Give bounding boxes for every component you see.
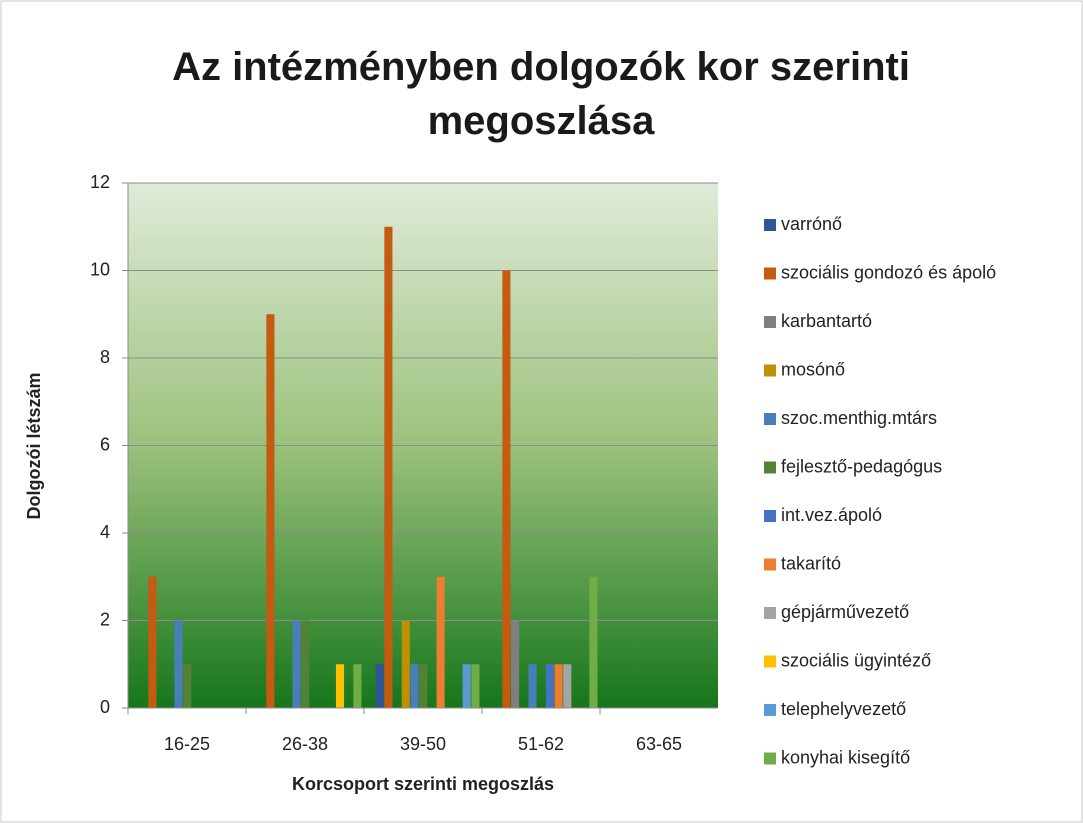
legend-swatch xyxy=(764,413,776,425)
legend-label: mosónő xyxy=(781,359,845,379)
bar xyxy=(563,664,572,708)
legend-label: int.vez.ápoló xyxy=(781,505,882,525)
y-tick-label: 12 xyxy=(90,172,110,192)
bar xyxy=(183,664,192,708)
legend-swatch xyxy=(764,461,776,474)
y-tick-label: 0 xyxy=(100,697,110,717)
legend-swatch xyxy=(764,704,776,716)
y-tick-label: 4 xyxy=(100,522,110,542)
bar xyxy=(401,620,410,708)
y-tick-label: 6 xyxy=(100,434,110,454)
x-tick-label: 63-65 xyxy=(636,734,682,754)
y-tick-label: 10 xyxy=(90,259,110,279)
legend-label: szociális ügyintéző xyxy=(781,650,931,670)
legend-swatch xyxy=(764,558,776,571)
legend-label: szociális gondozó és ápoló xyxy=(781,262,996,282)
bar xyxy=(554,664,563,708)
legend-swatch xyxy=(764,364,776,377)
y-tick-label: 2 xyxy=(100,609,110,629)
x-tick-label: 26-38 xyxy=(282,734,328,754)
bar xyxy=(266,314,275,708)
bar xyxy=(301,620,310,708)
x-tick-label: 51-62 xyxy=(518,734,564,754)
legend-swatch xyxy=(764,219,776,231)
y-tick-label: 8 xyxy=(100,347,110,367)
bar xyxy=(462,664,471,708)
bar xyxy=(174,620,183,708)
x-tick-label: 39-50 xyxy=(400,734,446,754)
legend-swatch xyxy=(764,267,776,280)
bar xyxy=(375,664,384,708)
bar xyxy=(292,620,301,708)
bar xyxy=(502,270,511,708)
bar xyxy=(353,664,362,708)
y-axis-label: Dolgozói létszám xyxy=(24,372,44,519)
legend-label: fejlesztő-pedagógus xyxy=(781,456,942,476)
x-tick-label: 16-25 xyxy=(164,734,210,754)
bar xyxy=(511,620,520,708)
legend-label: varrónő xyxy=(781,214,842,234)
bar xyxy=(545,664,554,708)
chart-title: Az intézményben dolgozók kor szerinti me… xyxy=(172,45,910,143)
legend-label: takarító xyxy=(781,553,841,573)
legend-label: telephelyvezető xyxy=(781,699,906,719)
bar xyxy=(436,576,445,708)
legend-label: konyhai kisegítő xyxy=(781,747,910,767)
x-axis-label: Korcsoport szerinti megoszlás xyxy=(292,774,554,794)
legend-swatch xyxy=(764,655,776,668)
bar xyxy=(589,576,598,708)
bar xyxy=(528,664,537,708)
bar xyxy=(410,664,419,708)
bar xyxy=(335,664,345,708)
legend-label: szoc.menthig.mtárs xyxy=(781,408,937,428)
bar xyxy=(148,576,157,708)
legend-label: karbantartó xyxy=(781,311,872,331)
legend-swatch xyxy=(764,510,776,522)
legend-swatch xyxy=(764,316,776,328)
bar xyxy=(419,664,428,708)
legend-label: gépjárművezető xyxy=(781,602,909,622)
legend-swatch xyxy=(764,752,776,765)
legend-swatch xyxy=(764,607,776,619)
bar xyxy=(471,664,480,708)
bar xyxy=(384,226,393,708)
